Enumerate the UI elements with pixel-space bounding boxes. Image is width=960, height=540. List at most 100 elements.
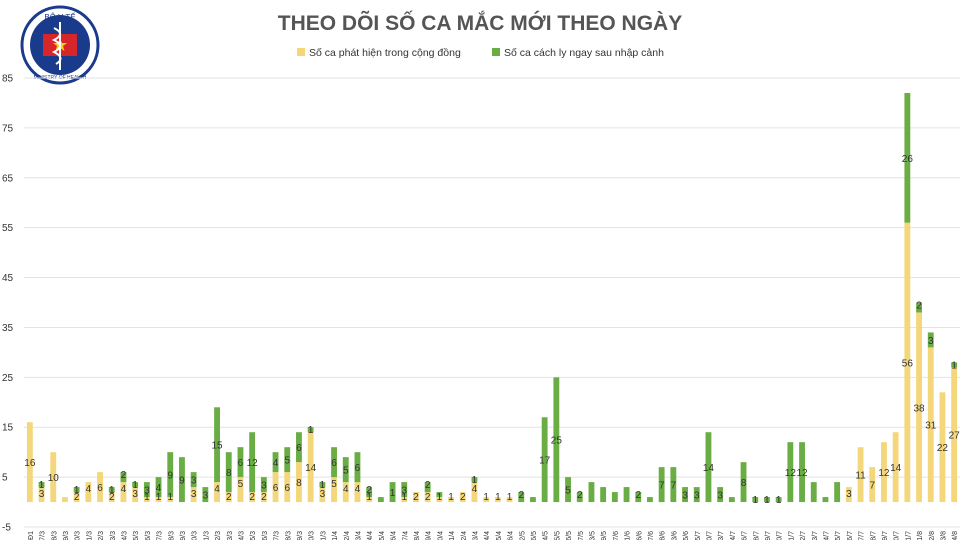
x-tick-label: 22/7 [800, 531, 807, 540]
y-tick-label: 75 [2, 123, 14, 134]
y-tick-label: 15 [2, 423, 14, 434]
y-tick-label: 55 [2, 223, 14, 234]
bar-quarantine [202, 487, 209, 503]
bar-community [951, 367, 958, 503]
x-tick-label: 17-18/7 [753, 531, 760, 540]
bar-quarantine [787, 442, 794, 503]
x-tick-label: 14/3 [121, 531, 128, 540]
x-tick-label: 18/3 [168, 531, 175, 540]
x-tick-label: 19/3 [180, 531, 187, 540]
x-tick-label: 19/7 [765, 531, 772, 540]
x-tick-label: 24/3 [238, 531, 245, 540]
bar-quarantine [717, 487, 724, 503]
data-label-community: 5 [331, 479, 337, 490]
data-label-quarantine: 2 [121, 470, 127, 481]
y-tick-label: 5 [2, 473, 8, 484]
x-tick-label: 21/7 [788, 531, 795, 540]
x-tick-label: 27/3 [274, 531, 281, 540]
bar-quarantine [904, 92, 911, 223]
bar-quarantine [600, 487, 607, 503]
legend-swatch-community [297, 48, 305, 56]
data-label-quarantine: 4 [156, 483, 162, 494]
bar-community [424, 492, 431, 503]
data-label-community: 6 [97, 483, 103, 494]
bar-quarantine [916, 302, 922, 313]
x-tick-label: 03/4 [355, 531, 362, 540]
data-label-quarantine: 1 [74, 485, 80, 496]
bar-community [892, 432, 899, 503]
data-label-community: 3 [39, 489, 45, 500]
x-tick-label: 26/7 [847, 531, 854, 540]
x-tick-label: 02/4 [344, 531, 351, 540]
data-label-community: 1 [144, 492, 150, 503]
bar-quarantine [530, 497, 536, 503]
y-gridlines [24, 77, 960, 528]
x-tick-label: 24-29/5 [601, 531, 608, 540]
x-tick-label: 21/3 [203, 531, 210, 540]
bar-quarantine [237, 447, 244, 478]
x-tick-label: 16/3 [145, 531, 152, 540]
data-label-community: 4 [86, 484, 92, 495]
x-tick-label: 17/3 [157, 531, 164, 540]
bar-quarantine [471, 477, 478, 483]
data-label-community: 7 [869, 481, 875, 492]
x-tick-label: 30/7 [894, 531, 901, 540]
bar-community [132, 487, 139, 503]
data-label-community: 2 [109, 492, 115, 503]
x-tick-label: 29/7 [882, 531, 889, 540]
x-tick-label: 14/4 [484, 531, 491, 540]
bar-quarantine [260, 477, 267, 493]
bar-quarantine [565, 477, 571, 503]
x-tick-label: 01/4 [332, 531, 339, 540]
data-label-community: 14 [890, 463, 902, 474]
bar-community [307, 432, 314, 503]
bar-community [413, 492, 419, 503]
data-label-community: 2 [74, 492, 80, 503]
data-label-quarantine: 6 [331, 458, 337, 469]
bar-community [85, 482, 92, 503]
data-label-community: 16 [24, 458, 36, 469]
bar-quarantine [307, 427, 314, 433]
x-tick-label: 25/7 [835, 531, 842, 540]
data-label-quarantine: 2 [635, 490, 641, 501]
bar-quarantine [682, 487, 688, 503]
data-label-quarantine: 12 [796, 468, 808, 479]
y-tick-label: 85 [2, 74, 14, 85]
x-tick-label: 11/4 [449, 531, 456, 540]
bar-quarantine [424, 482, 431, 493]
bar-community [845, 487, 852, 503]
data-label-quarantine: 5 [565, 486, 571, 497]
x-tick-label: 16/5 [566, 531, 573, 540]
bar-community [869, 467, 876, 503]
bar-quarantine [179, 457, 185, 503]
x-tick-label: 23/3 [227, 531, 234, 540]
logo-top-text: BỘ Y TẾ [44, 12, 75, 22]
bar-quarantine [190, 472, 197, 488]
bar-quarantine [576, 492, 583, 503]
x-tick-label: 12-16/6 [636, 531, 643, 540]
bar-quarantine [331, 447, 337, 478]
x-tick-label: 13/3 [110, 531, 117, 540]
bar-quarantine [775, 497, 782, 503]
data-label-community: 1 [156, 492, 162, 503]
x-tick-label: 13/4 [472, 531, 479, 540]
data-label-quarantine: 1 [308, 425, 314, 436]
x-tick-label: 31/3 [320, 531, 327, 540]
bar-community [904, 222, 911, 503]
bar-quarantine [143, 482, 150, 498]
data-label-quarantine: 17 [539, 456, 551, 467]
data-label-community: 8 [296, 478, 302, 489]
data-label-quarantine: 6 [296, 443, 302, 454]
data-label-quarantine: 6 [238, 458, 244, 469]
bar-quarantine [810, 482, 817, 503]
x-tick-label: 08-11/6 [625, 531, 632, 540]
x-tick-label: 11/3 [86, 531, 93, 540]
bar-quarantine [249, 432, 256, 493]
y-tick-label: 25 [2, 373, 14, 384]
x-tick-label: 14/7 [730, 531, 737, 540]
bar-quarantine [611, 492, 618, 503]
bar-quarantine [225, 452, 232, 493]
bar-community [296, 462, 302, 503]
data-label-community: 3 [191, 489, 197, 500]
bar-community [260, 492, 267, 503]
